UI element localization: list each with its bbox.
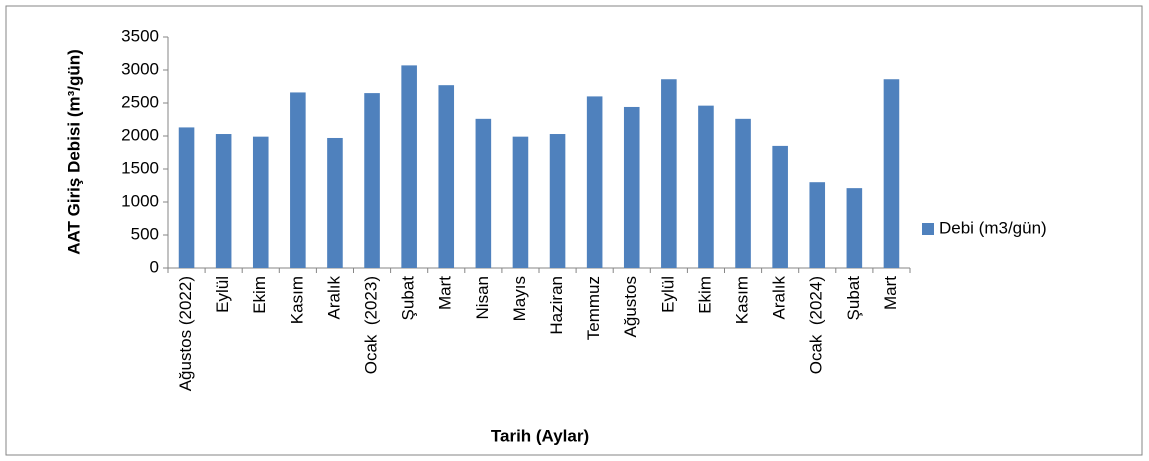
bar xyxy=(809,182,826,268)
x-tick-label: Ekim xyxy=(695,276,714,314)
x-tick-label: Temmuz xyxy=(584,276,603,340)
x-tick-label: Mayıs xyxy=(510,276,529,321)
x-tick-label: Ocak (2023) xyxy=(362,276,381,374)
bar xyxy=(178,127,195,268)
y-tick-label: 2000 xyxy=(121,125,159,144)
bar xyxy=(475,118,492,268)
bar xyxy=(364,93,380,268)
bar xyxy=(661,79,677,269)
x-tick-label: Mart xyxy=(436,276,455,310)
x-axis-title: Tarih (Aylar) xyxy=(491,426,589,445)
bar xyxy=(549,134,566,268)
y-tick-label: 3000 xyxy=(121,59,159,78)
y-tick-label: 0 xyxy=(150,257,159,276)
y-tick-label: 1500 xyxy=(121,158,159,177)
bar xyxy=(401,65,417,268)
chart-border xyxy=(5,5,1143,456)
x-tick-label: Ağustos xyxy=(621,276,640,337)
bar xyxy=(327,137,343,268)
bar xyxy=(883,79,900,269)
x-tick-label: Şubat xyxy=(399,276,418,321)
x-tick-label: Eylül xyxy=(213,276,232,313)
y-tick-label: 500 xyxy=(131,224,159,243)
bar xyxy=(215,134,232,268)
x-tick-label: Şubat xyxy=(844,276,863,321)
bar xyxy=(623,106,640,269)
x-tick-label: Eylül xyxy=(658,276,677,313)
bar xyxy=(772,145,788,268)
y-axis-title: AAT Giriş Debisi (m³/gün) xyxy=(64,49,83,255)
legend-label: Debi (m3/gün) xyxy=(939,218,1047,237)
x-tick-label: Haziran xyxy=(547,276,566,335)
y-tick-label: 1000 xyxy=(121,191,159,210)
x-tick-label: Kasım xyxy=(287,276,306,324)
y-tick-label: 2500 xyxy=(121,92,159,111)
bar xyxy=(512,136,529,268)
x-tick-label: Aralık xyxy=(770,276,789,320)
x-tick-label: Kasım xyxy=(733,276,752,324)
bar xyxy=(438,85,455,269)
x-tick-label: Ekim xyxy=(250,276,269,314)
bar xyxy=(698,105,714,268)
bar xyxy=(290,92,306,268)
legend-swatch xyxy=(922,223,934,235)
bar xyxy=(252,136,269,268)
x-tick-label: Ocak (2024) xyxy=(807,276,826,374)
x-tick-label: Nisan xyxy=(473,276,492,319)
x-tick-label: Aralık xyxy=(324,276,343,320)
y-tick-label: 3500 xyxy=(121,26,159,45)
bar xyxy=(735,118,751,268)
bar xyxy=(586,96,603,269)
x-tick-label: Ağustos (2022) xyxy=(176,276,195,391)
x-tick-label: Mart xyxy=(881,276,900,310)
bar xyxy=(846,188,863,268)
